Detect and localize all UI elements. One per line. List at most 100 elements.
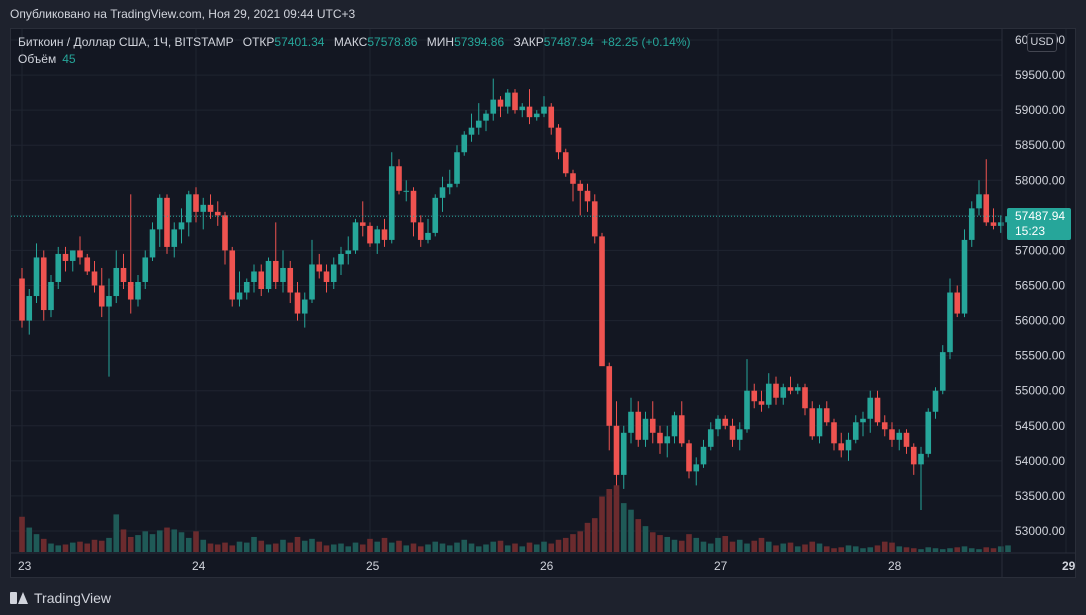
volume-bar	[845, 545, 852, 552]
candle-body	[780, 387, 787, 398]
volume-bar	[722, 536, 729, 552]
candle-body	[548, 106, 555, 128]
candle-body	[258, 271, 265, 290]
candle-body	[613, 425, 620, 475]
volume-value: 45	[62, 52, 76, 66]
candle-body	[156, 197, 163, 230]
candle-body	[816, 408, 823, 437]
candle-body	[301, 299, 308, 314]
chart-frame	[10, 28, 1076, 578]
volume-bar	[236, 541, 243, 552]
volume-bar	[69, 542, 76, 552]
candle-body	[185, 194, 192, 223]
candle-body	[323, 271, 330, 282]
volume-bar	[454, 542, 460, 552]
candle-body	[483, 113, 489, 121]
candle-body	[794, 387, 801, 391]
candle-body	[338, 253, 344, 265]
candle-body	[359, 222, 366, 226]
candle-body	[584, 190, 591, 202]
volume-bar	[468, 543, 475, 552]
candle-body	[787, 387, 794, 391]
candle-body	[19, 278, 25, 321]
candle-body	[693, 464, 700, 472]
volume-bar	[794, 546, 801, 552]
volume-bar	[664, 536, 671, 552]
bar-countdown: 15:23	[1015, 224, 1046, 238]
candle-body	[106, 296, 112, 307]
candle-body	[910, 446, 917, 465]
volume-label[interactable]: Объём	[18, 52, 57, 66]
volume-bar	[497, 540, 504, 552]
candle-body	[396, 166, 402, 191]
volume-bar	[533, 544, 540, 552]
volume-bar	[432, 541, 439, 552]
candle-body	[439, 187, 446, 198]
candle-body	[287, 267, 294, 293]
volume-bar	[932, 548, 939, 552]
volume-bar	[577, 531, 584, 552]
candle-body	[142, 257, 149, 282]
volume-bar	[229, 545, 236, 552]
candle-body	[700, 446, 707, 465]
candle-body	[729, 425, 736, 440]
candle-body	[823, 408, 830, 423]
volume-bar	[446, 545, 453, 552]
volume-bar	[649, 532, 656, 552]
volume-bar	[461, 539, 468, 552]
candle-body	[243, 281, 250, 293]
candle-body	[881, 422, 888, 430]
volume-bar	[374, 541, 381, 552]
volume-bar	[272, 543, 279, 552]
candle-body	[251, 271, 257, 282]
volume-bar	[954, 547, 961, 552]
volume-bar	[787, 542, 794, 552]
volume-bar	[164, 527, 170, 552]
candle-body	[120, 267, 127, 282]
chart-legend: Биткоин / Доллар США, 1Ч, BITSTAMP ОТКР5…	[18, 34, 691, 68]
volume-bar	[635, 519, 642, 552]
candle-body	[751, 390, 758, 402]
candle-body	[367, 225, 373, 244]
currency-button[interactable]: USD	[1027, 33, 1057, 52]
tradingview-footer[interactable]: TradingView	[10, 586, 111, 610]
volume-bar	[852, 546, 859, 552]
tradingview-logo-icon	[10, 592, 28, 604]
candle-body	[200, 204, 207, 212]
candle-body	[432, 197, 439, 233]
volume-bar	[504, 545, 511, 552]
volume-bar	[149, 534, 156, 552]
volume-bar	[903, 547, 910, 552]
volume-bar	[265, 544, 272, 552]
candle-body	[889, 429, 895, 440]
volume-bar	[700, 541, 707, 552]
volume-bar	[251, 536, 257, 552]
candle-body	[533, 113, 540, 118]
candle-body	[939, 352, 946, 391]
candle-body	[98, 285, 105, 307]
symbol-title[interactable]: Биткоин / Доллар США, 1Ч, BITSTAMP	[18, 35, 234, 49]
candle-body	[446, 183, 453, 188]
candle-body	[918, 453, 924, 465]
volume-bar	[613, 485, 620, 552]
volume-bar	[243, 542, 250, 552]
candle-body	[519, 106, 526, 111]
volume-bar	[947, 548, 953, 552]
candle-body	[40, 257, 47, 311]
candle-body	[599, 236, 605, 367]
volume-bar	[773, 545, 779, 552]
volume-bar	[214, 544, 221, 552]
candle-body	[867, 397, 874, 419]
tradingview-brand: TradingView	[34, 590, 112, 606]
volume-bar	[127, 536, 134, 552]
volume-bar	[925, 547, 932, 552]
candle-body	[526, 106, 533, 118]
price-tick-label: 56000.00	[1015, 314, 1065, 328]
legend-ohlc-row: Биткоин / Доллар США, 1Ч, BITSTAMP ОТКР5…	[18, 34, 691, 51]
candle-body	[374, 229, 381, 244]
volume-bar	[388, 542, 395, 552]
volume-bar	[889, 542, 895, 552]
time-tick-label: 26	[540, 559, 554, 573]
candle-body	[135, 281, 141, 300]
